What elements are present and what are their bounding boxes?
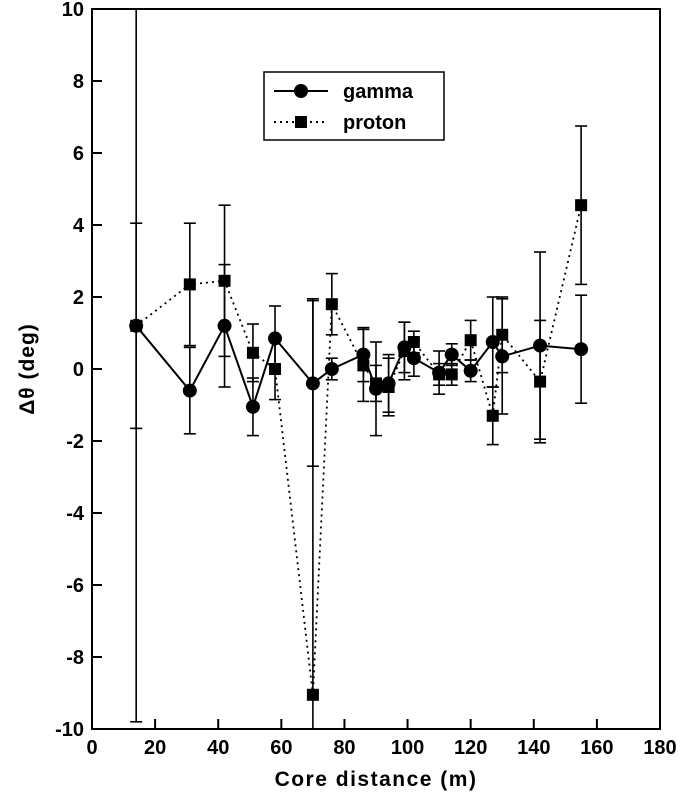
x-tick-label-7: 140 bbox=[517, 737, 550, 759]
y-tick-label-7: -4 bbox=[66, 503, 85, 525]
x-tick-label-3: 60 bbox=[270, 737, 292, 759]
x-tick-label-0: 0 bbox=[86, 737, 97, 759]
legend-gamma-marker bbox=[294, 84, 308, 98]
proton-line bbox=[135, 204, 582, 695]
x-tick-label-5: 100 bbox=[391, 737, 424, 759]
legend-gamma-label: gamma bbox=[343, 81, 414, 103]
proton-point-2 bbox=[218, 274, 231, 287]
proton-point-9 bbox=[382, 381, 395, 393]
proton-point-15 bbox=[486, 409, 499, 422]
legend-proton-marker bbox=[295, 116, 307, 128]
y-tick-label-5: 0 bbox=[73, 359, 84, 381]
proton-point-10 bbox=[398, 345, 411, 357]
proton-point-0 bbox=[130, 319, 143, 332]
x-tick-label-4: 80 bbox=[333, 737, 355, 759]
axis-ticks: 0 20 40 60 80 100 120 140 160 1801086420-2-4-6-8-… bbox=[55, 0, 677, 759]
proton-point-14 bbox=[464, 334, 477, 347]
y-tick-label-3: 4 bbox=[73, 215, 85, 237]
proton-series bbox=[130, 125, 588, 729]
gamma-point-6 bbox=[324, 362, 339, 376]
x-tick-label-6: 120 bbox=[454, 737, 487, 759]
y-tick-label-10: -10 bbox=[55, 719, 84, 741]
y-tick-label-1: 8 bbox=[73, 71, 84, 93]
gamma-point-1 bbox=[182, 383, 197, 398]
proton-point-6 bbox=[325, 298, 338, 311]
y-tick-label-4: 2 bbox=[73, 287, 84, 309]
proton-point-8 bbox=[370, 377, 382, 390]
x-tick-label-9: 180 bbox=[643, 737, 676, 759]
y-tick-label-9: -8 bbox=[66, 647, 84, 669]
proton-point-7 bbox=[357, 359, 370, 372]
series-layer bbox=[129, 9, 589, 729]
gamma-point-18 bbox=[574, 342, 589, 357]
y-tick-label-6: -2 bbox=[66, 431, 84, 453]
proton-point-4 bbox=[269, 363, 282, 375]
y-tick-label-0: 10 bbox=[62, 0, 84, 21]
proton-point-5 bbox=[306, 688, 319, 701]
gamma-point-3 bbox=[245, 399, 260, 414]
legend-proton-label: proton bbox=[343, 112, 406, 134]
proton-point-11 bbox=[407, 336, 420, 348]
proton-point-13 bbox=[445, 368, 458, 381]
legend: gamma proton bbox=[263, 71, 445, 141]
x-axis-title: Core distance (m) bbox=[275, 768, 478, 791]
y-tick-label-2: 6 bbox=[73, 143, 84, 165]
gamma-point-14 bbox=[463, 363, 478, 378]
x-tick-label-2: 40 bbox=[207, 737, 229, 759]
y-tick-label-8: -6 bbox=[66, 575, 84, 597]
proton-point-3 bbox=[246, 346, 259, 359]
proton-point-16 bbox=[496, 328, 509, 341]
proton-point-1 bbox=[183, 278, 196, 291]
legend-box bbox=[263, 71, 445, 141]
x-tick-label-8: 160 bbox=[580, 737, 613, 759]
proton-point-12 bbox=[433, 368, 446, 381]
proton-point-18 bbox=[575, 199, 588, 212]
proton-errorbar-5 bbox=[306, 297, 319, 729]
gamma-point-13 bbox=[444, 347, 459, 362]
x-tick-label-1: 20 bbox=[144, 737, 166, 759]
proton-point-17 bbox=[534, 375, 547, 388]
y-axis-title: Δθ (deg) bbox=[16, 323, 39, 415]
